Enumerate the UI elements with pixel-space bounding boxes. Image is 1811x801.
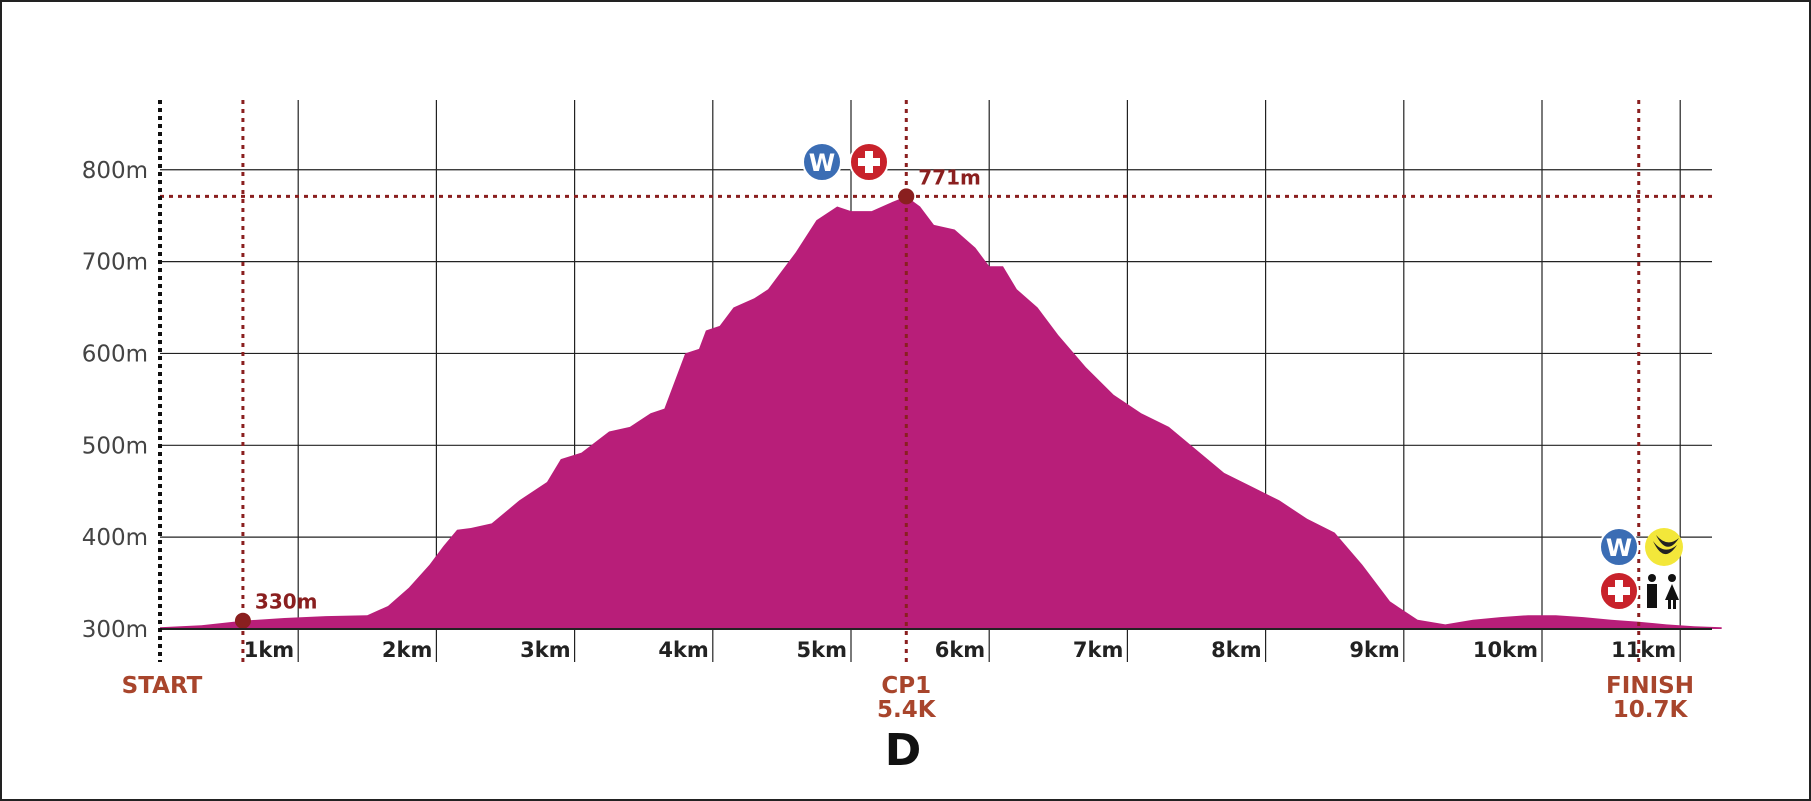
x-tick-label: 8km	[1211, 638, 1261, 662]
y-tick-label: 700m	[82, 250, 148, 276]
medical-icon-cross-h	[1608, 587, 1630, 595]
x-tick-label: 11km	[1611, 638, 1676, 662]
food-icon-banana	[1653, 541, 1677, 555]
toilets-woman-dress	[1665, 584, 1679, 600]
toilets-icon	[1647, 574, 1679, 609]
elevation-label: 771m	[918, 165, 981, 189]
toilets-man-head	[1648, 574, 1656, 582]
x-tick-label: 2km	[382, 638, 432, 662]
toilets-man-body	[1647, 584, 1657, 608]
checkpoint-distance: 5.4K	[877, 697, 937, 723]
y-tick-label: 400m	[82, 525, 148, 551]
water-icon: W	[802, 142, 842, 182]
food-icon-circle	[1645, 528, 1683, 566]
x-tick-label: 6km	[935, 638, 985, 662]
elevation-label: 330m	[255, 590, 318, 614]
x-tick-label: 4km	[658, 638, 708, 662]
toilets-woman-leg	[1673, 600, 1676, 609]
y-tick-label: 800m	[82, 158, 148, 184]
medical-icon	[849, 142, 889, 182]
y-tick-label: 300m	[82, 617, 148, 643]
y-tick-label: 500m	[82, 433, 148, 459]
axes: 300m 400m 500m 600m 700m 800m 1km 2km 3km 4km 5km 6…	[82, 100, 1712, 662]
water-icon-circle	[802, 142, 842, 182]
checkpoint-distance: 10.7K	[1613, 697, 1689, 723]
x-tick-label: 1km	[244, 638, 294, 662]
x-tick-label: 10km	[1473, 638, 1538, 662]
toilets-woman-head	[1668, 574, 1676, 582]
medical-icon-cross-h	[858, 158, 880, 166]
checkpoint-label: FINISH	[1606, 673, 1694, 699]
water-icon-glyph: W	[809, 149, 835, 177]
food-icon	[1645, 528, 1683, 566]
elevation-point	[234, 612, 251, 629]
water-icon-glyph: W	[1606, 534, 1632, 562]
medical-icon	[1599, 571, 1639, 611]
start-label: START	[122, 673, 203, 699]
elevation-area	[160, 196, 1722, 629]
aid-station-icons: WW	[802, 142, 1683, 611]
x-tick-label: 7km	[1073, 638, 1123, 662]
water-icon: W	[1599, 527, 1639, 567]
x-tick-label: 5km	[797, 638, 847, 662]
section-label: D	[885, 725, 922, 776]
toilets-woman-leg	[1668, 600, 1671, 609]
water-icon-circle	[1599, 527, 1639, 567]
x-tick-label: 9km	[1349, 638, 1399, 662]
y-tick-label: 600m	[82, 341, 148, 367]
food-icon-banana2	[1656, 535, 1679, 547]
x-tick-label: 3km	[520, 638, 570, 662]
elevation-point	[898, 188, 915, 205]
checkpoint-label: CP1	[881, 673, 931, 699]
